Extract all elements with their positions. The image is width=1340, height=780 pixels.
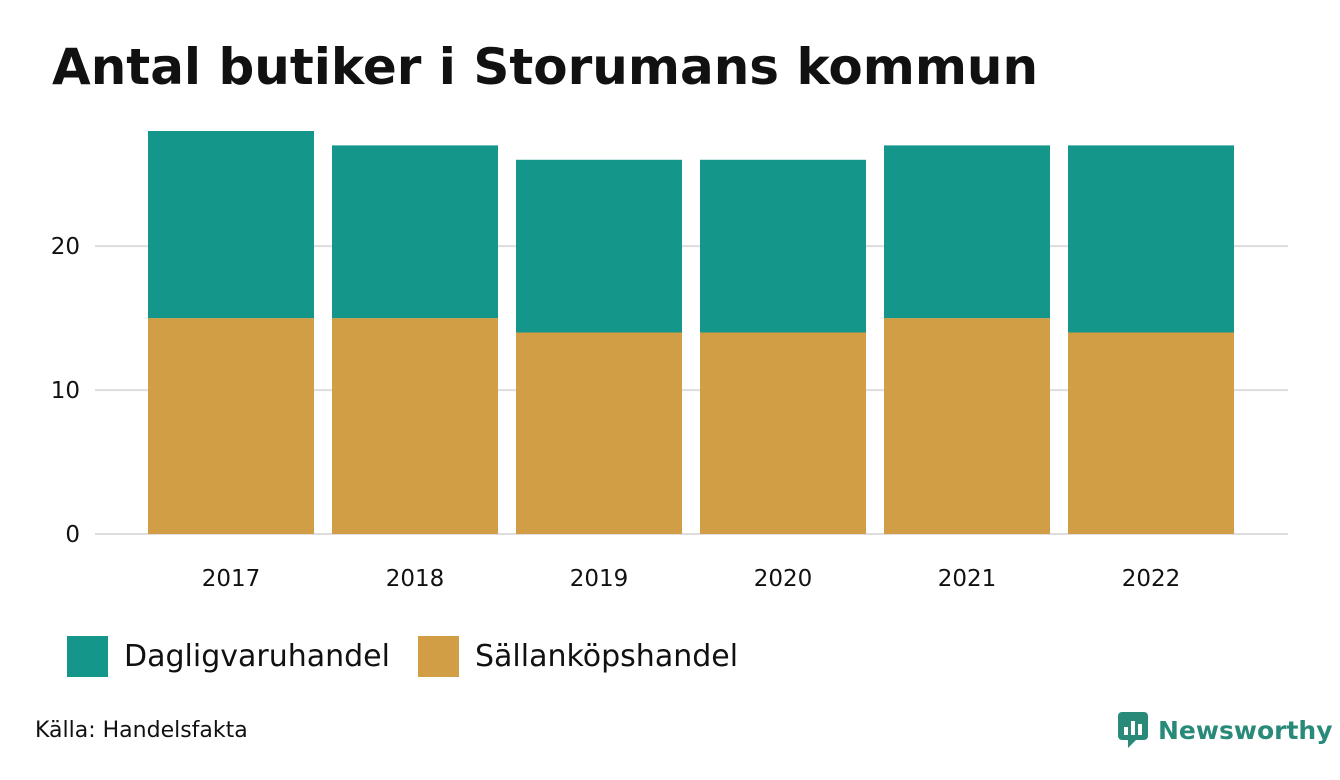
source-note: Källa: Handelsfakta (35, 718, 248, 743)
newsworthy-bar-chart-icon (1118, 712, 1148, 748)
legend-swatch-dagligvaruhandel (67, 636, 108, 677)
bar-dagligvaruhandel-2020 (700, 159, 866, 333)
legend-item-sallankopshandel: Sällanköpshandel (417, 636, 739, 677)
bar-s-llank-pshandel-2019 (516, 332, 682, 534)
legend-label-sallankopshandel: Sällanköpshandel (474, 639, 739, 674)
y-tick-label: 20 (51, 234, 80, 260)
chart-title: Antal butiker i Storumans kommun (52, 38, 1039, 96)
bar-s-llank-pshandel-2018 (332, 318, 498, 534)
bars (148, 131, 1234, 534)
legend-swatch-sallankopshandel (417, 636, 459, 677)
stacked-bar-chart: 0 10 20 2017 2018 2019 2020 2021 2022 (51, 131, 1288, 592)
x-tick-label-2018: 2018 (386, 566, 445, 592)
x-tick-label-2017: 2017 (202, 566, 261, 592)
brand-logo: Newsworthy (1118, 712, 1333, 748)
x-tick-label-2022: 2022 (1122, 566, 1181, 592)
bar-s-llank-pshandel-2022 (1068, 332, 1234, 534)
y-axis-ticks: 0 10 20 (51, 234, 80, 548)
x-axis-ticks: 2017 2018 2019 2020 2021 2022 (202, 566, 1181, 592)
brand-name: Newsworthy (1158, 715, 1333, 745)
bar-s-llank-pshandel-2021 (884, 318, 1050, 534)
legend-label-dagligvaruhandel: Dagligvaruhandel (124, 639, 390, 674)
bar-s-llank-pshandel-2017 (148, 318, 314, 534)
bar-s-llank-pshandel-2020 (700, 332, 866, 534)
bar-dagligvaruhandel-2018 (332, 145, 498, 319)
y-tick-label: 0 (65, 522, 80, 548)
bar-dagligvaruhandel-2021 (884, 145, 1050, 319)
y-tick-label: 10 (51, 378, 80, 404)
x-tick-label-2021: 2021 (938, 566, 997, 592)
x-tick-label-2020: 2020 (754, 566, 813, 592)
bar-dagligvaruhandel-2019 (516, 159, 682, 333)
bar-dagligvaruhandel-2022 (1068, 145, 1234, 333)
x-tick-label-2019: 2019 (570, 566, 629, 592)
legend: Dagligvaruhandel Sällanköpshandel (67, 636, 766, 677)
legend-item-dagligvaruhandel: Dagligvaruhandel (67, 636, 390, 677)
bar-dagligvaruhandel-2017 (148, 131, 314, 319)
